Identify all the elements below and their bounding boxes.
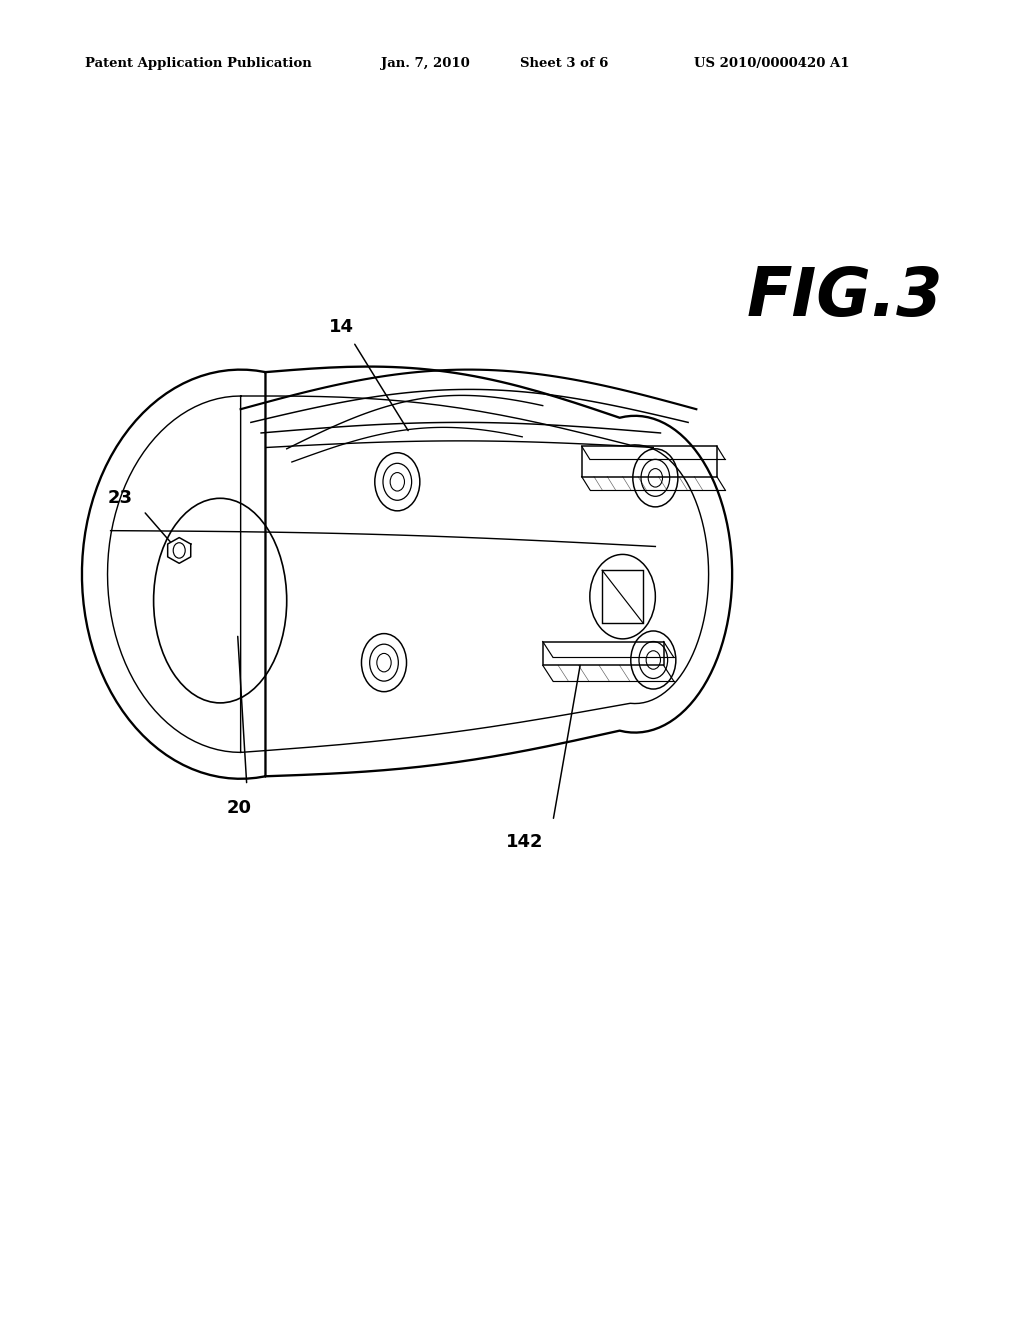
Text: US 2010/0000420 A1: US 2010/0000420 A1 xyxy=(694,57,850,70)
Text: 20: 20 xyxy=(227,799,252,817)
Text: FIG.3: FIG.3 xyxy=(746,264,943,330)
Text: Sheet 3 of 6: Sheet 3 of 6 xyxy=(520,57,608,70)
Text: 142: 142 xyxy=(506,833,543,851)
Text: Jan. 7, 2010: Jan. 7, 2010 xyxy=(381,57,470,70)
Text: Patent Application Publication: Patent Application Publication xyxy=(85,57,311,70)
Text: 14: 14 xyxy=(329,318,353,337)
Text: 23: 23 xyxy=(108,488,132,507)
